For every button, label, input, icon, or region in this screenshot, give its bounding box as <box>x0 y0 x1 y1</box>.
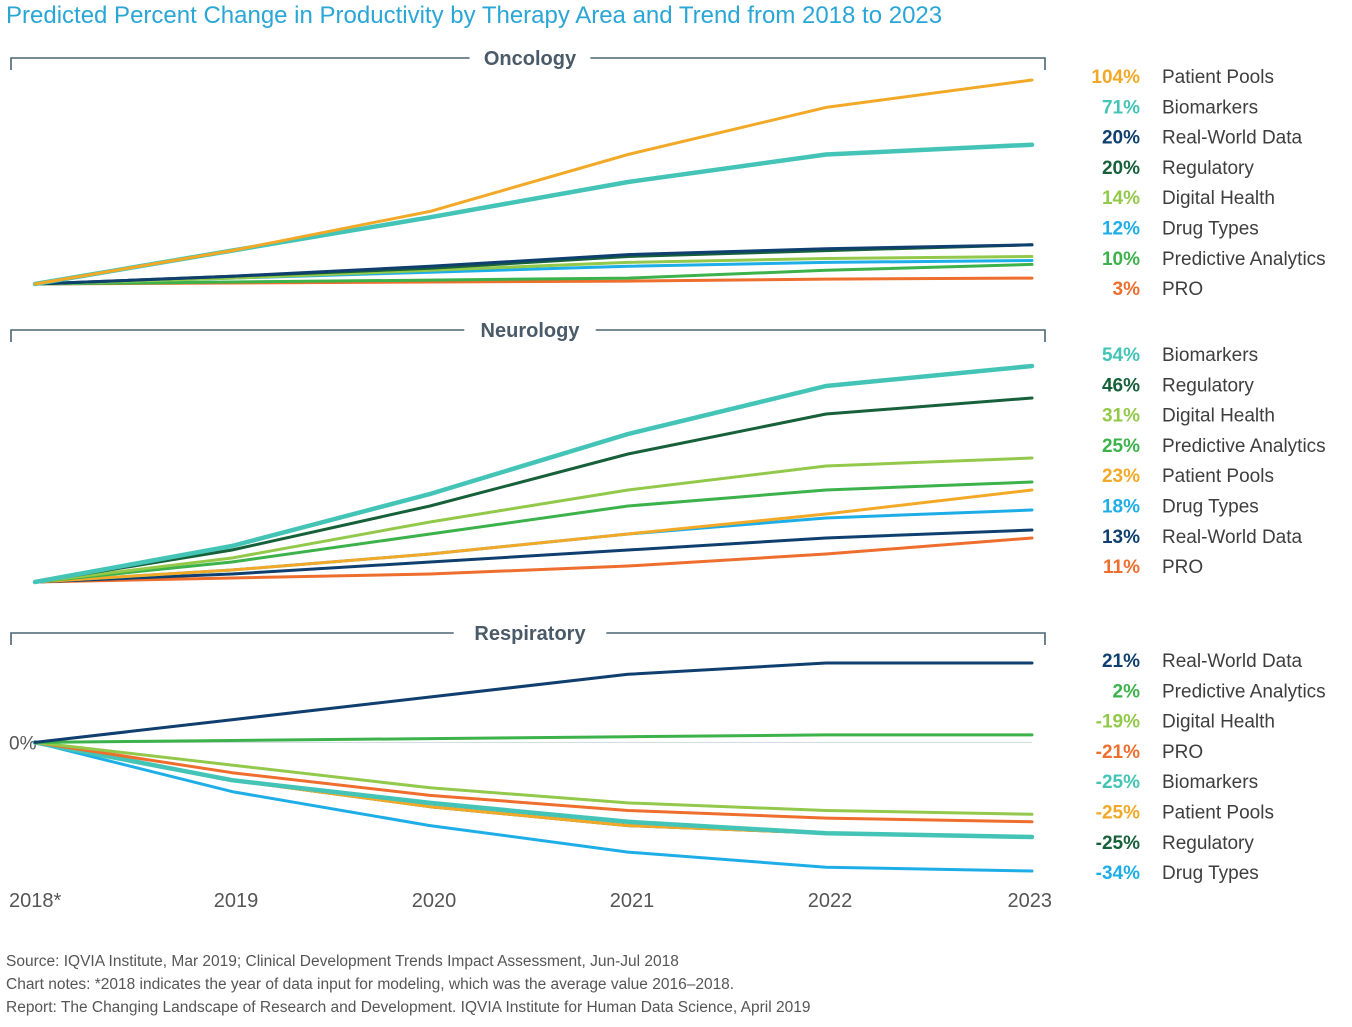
x-tick-2021: 2021 <box>610 890 655 912</box>
oncology-legend-name-biomarkers: Biomarkers <box>1162 97 1258 118</box>
oncology-legend-value-real-world-data: 20% <box>1102 128 1140 149</box>
oncology-legend-value-predictive-analytics: 10% <box>1102 249 1140 270</box>
neurology-legend-name-patient-pools: Patient Pools <box>1162 466 1274 487</box>
respiratory-legend-name-pro: PRO <box>1162 742 1203 763</box>
oncology-panel-title: Oncology <box>484 48 577 70</box>
respiratory-bracket-right <box>606 632 1046 645</box>
neurology-legend-value-real-world-data: 13% <box>1102 527 1140 548</box>
neurology-series-patient-pools <box>33 488 1034 584</box>
neurology-legend-value-pro: 11% <box>1103 557 1140 578</box>
respiratory-legend-name-real-world-data: Real-World Data <box>1162 651 1303 672</box>
respiratory-series-real-world-data <box>33 661 1034 744</box>
oncology-legend-value-digital-health: 14% <box>1102 188 1140 209</box>
neurology-legend-value-digital-health: 31% <box>1102 406 1140 427</box>
oncology-legend-name-patient-pools: Patient Pools <box>1162 67 1274 88</box>
x-tick-2020: 2020 <box>412 890 457 912</box>
respiratory-legend-value-patient-pools: -25% <box>1096 803 1140 824</box>
x-tick-2023: 2023 <box>1008 890 1053 912</box>
neurology-legend-name-digital-health: Digital Health <box>1162 406 1275 427</box>
neurology-legend-name-real-world-data: Real-World Data <box>1162 527 1303 548</box>
neurology-legend-value-biomarkers: 54% <box>1102 345 1140 366</box>
respiratory-series-patient-pools <box>33 740 1034 839</box>
neurology-series-biomarkers <box>32 363 1035 585</box>
respiratory-legend-name-biomarkers: Biomarkers <box>1162 772 1258 793</box>
respiratory-bracket-left <box>10 632 454 645</box>
respiratory-zero-label: 0% <box>9 733 37 754</box>
neurology-bracket-right <box>595 329 1046 342</box>
neurology-series-digital-health <box>33 456 1034 584</box>
neurology-series-real-world-data <box>33 528 1034 584</box>
oncology-legend-value-patient-pools: 104% <box>1091 67 1140 88</box>
respiratory-legend-name-drug-types: Drug Types <box>1162 863 1259 884</box>
oncology-legend-name-real-world-data: Real-World Data <box>1162 128 1303 149</box>
respiratory-legend-name-predictive-analytics: Predictive Analytics <box>1162 681 1326 702</box>
respiratory-legend-value-drug-types: -34% <box>1096 863 1140 884</box>
respiratory-legend-value-biomarkers: -25% <box>1096 772 1140 793</box>
oncology-legend-value-biomarkers: 71% <box>1102 97 1140 118</box>
oncology-legend-value-pro: 3% <box>1113 279 1141 300</box>
neurology-series-pro <box>33 536 1034 584</box>
respiratory-legend-name-regulatory: Regulatory <box>1162 833 1254 854</box>
neurology-legend-name-predictive-analytics: Predictive Analytics <box>1162 436 1326 457</box>
neurology-legend-value-drug-types: 18% <box>1102 497 1140 518</box>
neurology-legend-name-pro: PRO <box>1162 557 1203 578</box>
oncology-legend-name-pro: PRO <box>1162 279 1203 300</box>
x-tick-2019: 2019 <box>214 890 259 912</box>
neurology-legend-value-patient-pools: 23% <box>1102 466 1140 487</box>
respiratory-legend-name-digital-health: Digital Health <box>1162 712 1275 733</box>
respiratory-series-drug-types <box>33 740 1034 873</box>
x-tick-2022: 2022 <box>808 890 853 912</box>
respiratory-series-digital-health <box>33 740 1034 816</box>
oncology-series-patient-pools <box>33 78 1034 286</box>
respiratory-series-biomarkers <box>32 740 1035 840</box>
neurology-legend-name-biomarkers: Biomarkers <box>1162 345 1258 366</box>
oncology-legend-name-predictive-analytics: Predictive Analytics <box>1162 249 1326 270</box>
respiratory-series-regulatory <box>33 740 1034 839</box>
respiratory-legend-value-pro: -21% <box>1096 742 1140 763</box>
oncology-legend-name-drug-types: Drug Types <box>1162 219 1259 240</box>
oncology-bracket-right <box>590 57 1046 70</box>
respiratory-legend-name-patient-pools: Patient Pools <box>1162 803 1274 824</box>
respiratory-series-pro <box>33 740 1034 824</box>
neurology-legend-value-regulatory: 46% <box>1102 375 1140 396</box>
neurology-legend-name-regulatory: Regulatory <box>1162 375 1254 396</box>
oncology-legend-value-drug-types: 12% <box>1102 219 1140 240</box>
respiratory-legend-value-digital-health: -19% <box>1096 712 1140 733</box>
oncology-series-real-world-data <box>33 243 1034 286</box>
chart-title: Predicted Percent Change in Productivity… <box>6 2 943 29</box>
neurology-panel-title: Neurology <box>481 320 581 342</box>
respiratory-legend-value-regulatory: -25% <box>1096 833 1140 854</box>
oncology-legend-name-digital-health: Digital Health <box>1162 188 1275 209</box>
oncology-legend-name-regulatory: Regulatory <box>1162 158 1254 179</box>
respiratory-legend-value-real-world-data: 21% <box>1102 651 1140 672</box>
oncology-legend-value-regulatory: 20% <box>1102 158 1140 179</box>
oncology-series-predictive-analytics <box>33 262 1034 286</box>
neurology-series-regulatory <box>33 396 1034 584</box>
chart-notes: Chart notes: *2018 indicates the year of… <box>6 976 735 993</box>
report-note: Report: The Changing Landscape of Resear… <box>6 999 811 1016</box>
neurology-legend-name-drug-types: Drug Types <box>1162 497 1259 518</box>
oncology-bracket-left <box>10 57 470 70</box>
neurology-series-predictive-analytics <box>33 480 1034 584</box>
neurology-legend-value-predictive-analytics: 25% <box>1102 436 1140 457</box>
respiratory-series-predictive-analytics <box>33 733 1034 744</box>
respiratory-legend-value-predictive-analytics: 2% <box>1113 681 1141 702</box>
x-tick-2018: 2018* <box>9 890 61 912</box>
source-note: Source: IQVIA Institute, Mar 2019; Clini… <box>6 953 679 970</box>
respiratory-panel-title: Respiratory <box>474 623 586 645</box>
oncology-series-digital-health <box>33 255 1034 286</box>
neurology-bracket-left <box>10 329 465 342</box>
